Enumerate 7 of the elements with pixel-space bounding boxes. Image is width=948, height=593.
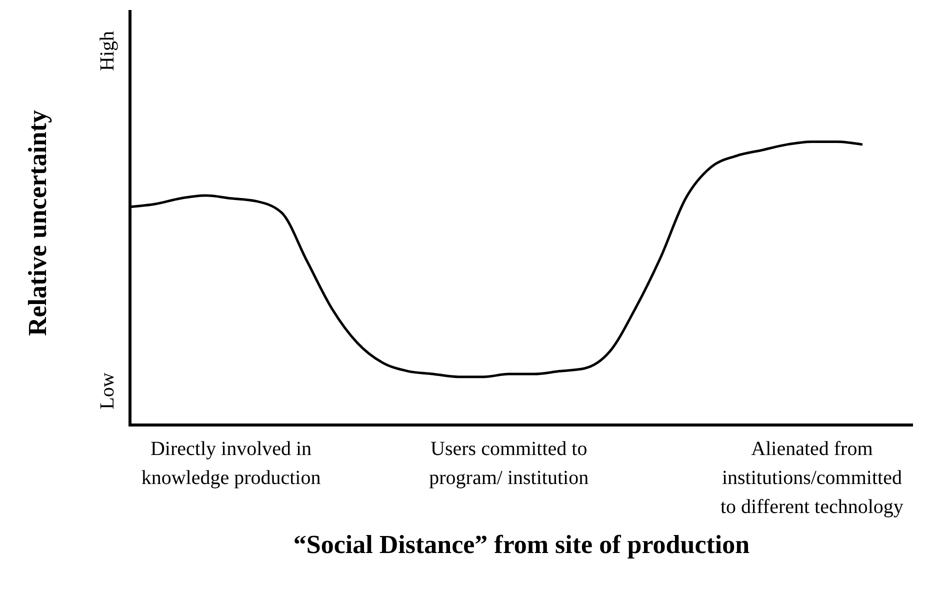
text: Low xyxy=(96,372,120,410)
y-axis-title: Relative uncertainty xyxy=(23,110,53,336)
x-tick-label: Directly involved in knowledge production xyxy=(141,438,321,489)
x-tick-label: Alienated from institutions/committed to different technology xyxy=(720,438,904,518)
text: High xyxy=(96,31,120,72)
x-axis-title: “Social Distance” from site of production xyxy=(292,530,751,560)
x-tick-label: Users committed to program/ institution xyxy=(429,438,589,489)
